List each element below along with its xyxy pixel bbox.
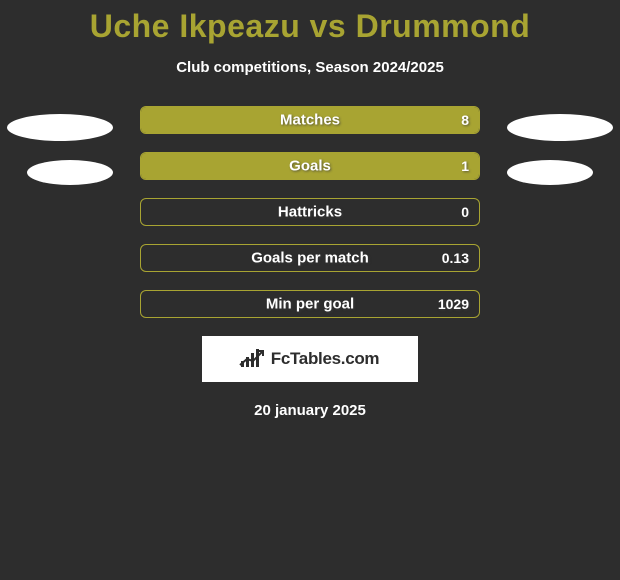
stat-bars: Matches 8 Goals 1 Hattricks 0 Goals per … — [140, 106, 480, 318]
stat-fill — [141, 107, 479, 133]
stat-row-min-per-goal: Min per goal 1029 — [140, 290, 480, 318]
stat-value: 0 — [461, 204, 469, 220]
bar-chart-icon — [241, 349, 265, 369]
comparison-card: Uche Ikpeazu vs Drummond Club competitio… — [0, 0, 620, 580]
comparison-chart: Matches 8 Goals 1 Hattricks 0 Goals per … — [0, 106, 620, 419]
trend-line-icon — [239, 350, 265, 368]
player-left-marker-2 — [27, 160, 113, 185]
stat-label: Min per goal — [141, 296, 479, 313]
footer-date: 20 january 2025 — [0, 402, 620, 419]
stat-value: 0.13 — [442, 250, 469, 266]
player-right-marker-2 — [507, 160, 593, 185]
source-logo: FcTables.com — [202, 336, 418, 382]
stat-row-hattricks: Hattricks 0 — [140, 198, 480, 226]
page-subtitle: Club competitions, Season 2024/2025 — [0, 59, 620, 76]
player-left-marker-1 — [7, 114, 113, 141]
stat-label: Hattricks — [141, 204, 479, 221]
player-right-marker-1 — [507, 114, 613, 141]
stat-row-goals-per-match: Goals per match 0.13 — [140, 244, 480, 272]
stat-fill — [141, 153, 479, 179]
stat-label: Goals per match — [141, 250, 479, 267]
stat-row-goals: Goals 1 — [140, 152, 480, 180]
logo-text: FcTables.com — [271, 349, 380, 369]
page-title: Uche Ikpeazu vs Drummond — [0, 8, 620, 45]
stat-row-matches: Matches 8 — [140, 106, 480, 134]
stat-value: 1029 — [438, 296, 469, 312]
